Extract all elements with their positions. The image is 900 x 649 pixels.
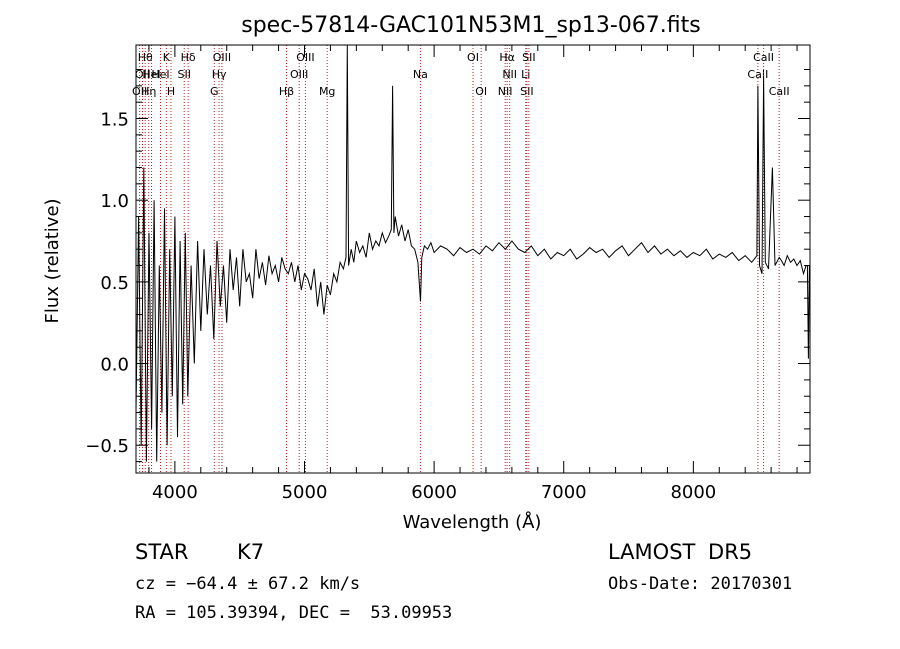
marker-label: Li	[521, 68, 530, 81]
marker-label: OIII	[290, 68, 308, 81]
marker-label: H	[167, 85, 175, 98]
x-axis: 4000 5000 6000 7000 8000	[148, 45, 798, 503]
marker-label: SII	[520, 85, 533, 98]
y-tick-label: 0.0	[100, 355, 129, 376]
chart-title: spec-57814-GAC101N53M1_sp13-067.fits	[241, 13, 701, 38]
marker-label: Hη	[141, 85, 156, 98]
marker-label: CaII	[769, 85, 790, 98]
marker-label: OIII	[296, 51, 314, 64]
x-tick-label: 7000	[541, 482, 587, 503]
x-tick-label: 5000	[282, 482, 328, 503]
y-tick-label: −0.5	[85, 436, 129, 457]
marker-label: Hβ	[279, 85, 294, 98]
marker-label: Mg	[319, 85, 335, 98]
x-tick-label: 8000	[670, 482, 716, 503]
marker-label: Hδ	[181, 51, 196, 64]
x-axis-label: Wavelength (Å)	[403, 511, 542, 533]
marker-label: NII	[502, 68, 517, 81]
marker-label: OII	[135, 68, 150, 81]
y-tick-label: 0.5	[100, 273, 129, 294]
y-tick-label: 1.5	[100, 110, 129, 131]
object-class: STAR	[135, 540, 189, 564]
marker-label: Hα	[499, 51, 515, 64]
survey-label: LAMOST DR5	[608, 540, 753, 564]
marker-label: HeI	[142, 68, 160, 81]
marker-label: K	[163, 51, 171, 64]
marker-label: CaII	[753, 51, 774, 64]
marker-label: G	[210, 85, 219, 98]
marker-label: Hγ	[212, 68, 227, 81]
marker-label: Na	[413, 68, 428, 81]
marker-label: HeI	[151, 68, 169, 81]
marker-label: Hθ	[138, 51, 153, 64]
marker-label: OI	[475, 85, 487, 98]
object-subclass: K7	[237, 540, 265, 564]
x-tick-label: 4000	[152, 482, 198, 503]
coordinates: RA = 105.39394, DEC = 53.09953	[135, 603, 453, 623]
spectrum-series	[135, 44, 810, 462]
marker-label: OIII	[213, 51, 231, 64]
marker-label: CaII	[747, 68, 768, 81]
marker-label: SII	[177, 68, 190, 81]
plot-frame	[135, 44, 811, 474]
redshift-velocity: cz = −64.4 ± 67.2 km/s	[135, 574, 361, 594]
marker-label: OI	[467, 51, 479, 64]
marker-label: SII	[522, 51, 535, 64]
y-tick-label: 1.0	[100, 191, 129, 212]
x-tick-label: 6000	[411, 482, 457, 503]
y-axis-label: Flux (relative)	[42, 198, 63, 323]
observation-date: Obs-Date: 20170301	[608, 574, 793, 594]
y-axis: −0.5 0.0 0.5 1.0 1.5	[85, 69, 810, 463]
marker-label: NII	[498, 85, 513, 98]
